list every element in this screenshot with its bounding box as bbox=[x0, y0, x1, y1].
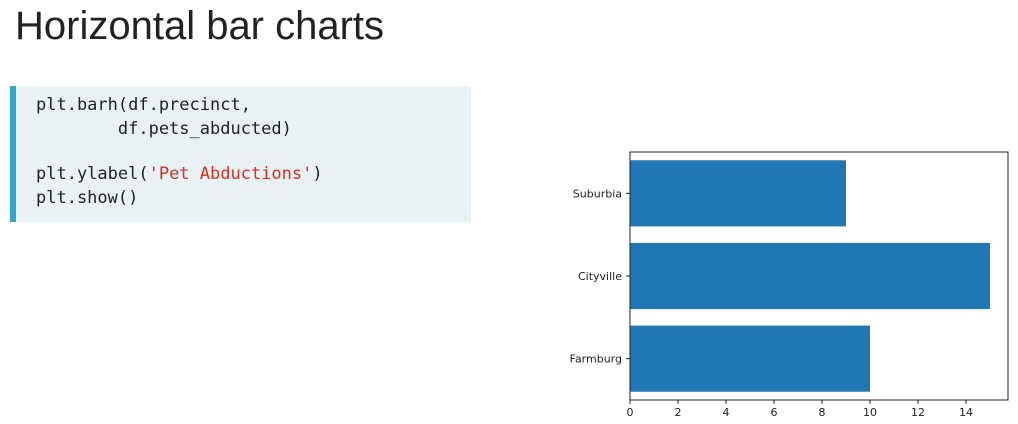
x-tick-label-14: 14 bbox=[959, 406, 973, 419]
slide-title: Horizontal bar charts bbox=[15, 4, 385, 48]
x-tick-label-6: 6 bbox=[771, 406, 778, 419]
code-line-ylabel: plt.ylabel('Pet Abductions') bbox=[36, 163, 323, 185]
x-tick-label-2: 2 bbox=[675, 406, 682, 419]
plot-frame bbox=[629, 151, 1009, 401]
y-tick-label-farmburg: Farmburg bbox=[570, 353, 622, 366]
x-tick-label-10: 10 bbox=[863, 406, 877, 419]
x-tick-label-0: 0 bbox=[627, 406, 634, 419]
bar-suburbia bbox=[630, 160, 846, 227]
code-string-literal: 'Pet Abductions' bbox=[148, 164, 313, 184]
code-line-barh-args: df.pets_abducted) bbox=[36, 119, 292, 139]
y-tick-label-cityville: Cityville bbox=[578, 270, 622, 283]
bar-cityville bbox=[630, 242, 990, 310]
x-tick-label-12: 12 bbox=[911, 406, 925, 419]
y-tick-label-suburbia: Suburbia bbox=[573, 187, 622, 200]
x-tick-label-8: 8 bbox=[819, 406, 826, 419]
code-ylabel-prefix: plt.ylabel( bbox=[36, 164, 149, 184]
x-tick-label-4: 4 bbox=[723, 406, 730, 419]
bar-chart: Farmburg Cityville Suburbia 0 2 4 6 8 10 12 14 bbox=[560, 140, 1018, 424]
code-block: plt.barh(df.precinct, df.pets_abducted) … bbox=[10, 86, 471, 222]
code-ylabel-suffix: ) bbox=[312, 164, 323, 184]
code-line-show: plt.show() bbox=[36, 188, 139, 208]
bar-farmburg bbox=[630, 325, 870, 392]
bar-chart-svg: Farmburg Cityville Suburbia 0 2 4 6 8 10 12 14 bbox=[570, 151, 1009, 419]
code-line-barh: plt.barh(df.precinct, bbox=[36, 95, 251, 115]
